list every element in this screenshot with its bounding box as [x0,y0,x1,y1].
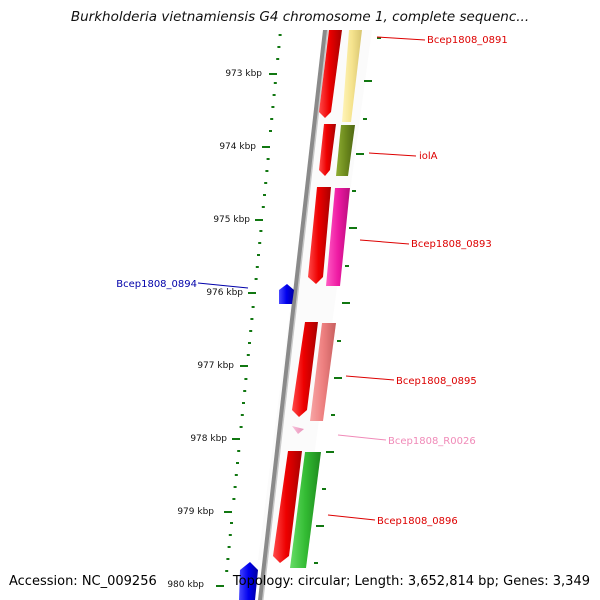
feature-label-bcep1808_0891[interactable]: Bcep1808_0891 [427,35,508,46]
label-leader-line [359,239,410,245]
gene-bcep1808_0896[interactable] [290,452,321,568]
gene-bcep1808_0895[interactable] [310,323,336,421]
ruler-label: 978 kbp [190,434,227,444]
ruler-label: 974 kbp [219,142,256,152]
ruler-track [216,34,282,587]
reverse-gene-segment[interactable] [239,562,258,600]
label-leader-line [197,282,249,289]
ruler-label: 977 kbp [197,361,234,371]
label-leader-line [368,152,417,157]
label-leader-line [345,375,395,381]
cds-segment[interactable] [292,322,318,417]
feature-label-bcep1808_r0026[interactable]: Bcep1808_R0026 [388,436,476,447]
cds-segment[interactable] [308,187,331,284]
map-title: Burkholderia vietnamiensis G4 chromosome… [70,9,530,25]
backbone-highlight [262,30,329,600]
gene-bcep1808_0893[interactable] [326,188,350,286]
gene-bcep1808_r0026[interactable] [292,426,304,434]
gene-iola[interactable] [336,125,355,176]
gene-bcep1808_0894[interactable] [279,284,294,304]
ruler-label: 975 kbp [213,215,250,225]
ruler-label: 976 kbp [206,288,243,298]
cds-segment[interactable] [273,451,302,563]
ruler-label: 973 kbp [225,69,262,79]
ruler-label: 979 kbp [177,507,214,517]
outer-ticks [314,37,381,564]
feature-label-bcep1808_0894[interactable]: Bcep1808_0894 [116,279,197,290]
cds-segment[interactable] [319,30,342,118]
topology-summary: Topology: circular; Length: 3,652,814 bp… [232,574,590,589]
ruler-label: 980 kbp [167,580,204,590]
feature-label-iola[interactable]: iolA [419,151,438,162]
label-leader-line [376,36,426,41]
feature-label-bcep1808_0896[interactable]: Bcep1808_0896 [377,516,458,527]
cds-segment[interactable] [319,124,336,176]
label-leader-line [327,514,376,521]
genome-backbone [258,30,328,600]
feature-label-bcep1808_0895[interactable]: Bcep1808_0895 [396,376,477,387]
accession-text: Accession: NC_009256 [9,574,157,589]
gene-bcep1808_0891[interactable] [342,30,362,122]
feature-label-bcep1808_0893[interactable]: Bcep1808_0893 [411,239,492,250]
label-leader-line [337,434,387,441]
